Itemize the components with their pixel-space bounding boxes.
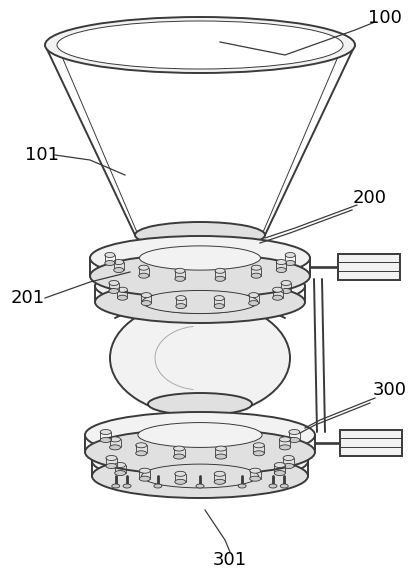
Ellipse shape bbox=[173, 446, 184, 451]
Ellipse shape bbox=[253, 442, 264, 448]
Ellipse shape bbox=[106, 455, 117, 461]
Ellipse shape bbox=[289, 430, 300, 434]
Ellipse shape bbox=[112, 484, 120, 488]
Ellipse shape bbox=[175, 268, 185, 273]
Ellipse shape bbox=[285, 261, 295, 265]
Ellipse shape bbox=[109, 437, 121, 442]
Ellipse shape bbox=[141, 301, 151, 305]
Ellipse shape bbox=[92, 439, 308, 483]
Ellipse shape bbox=[276, 259, 286, 265]
Ellipse shape bbox=[139, 265, 149, 270]
Text: 300: 300 bbox=[373, 381, 407, 399]
Text: 200: 200 bbox=[353, 189, 387, 207]
Ellipse shape bbox=[215, 454, 227, 459]
Ellipse shape bbox=[175, 276, 185, 282]
Ellipse shape bbox=[148, 393, 252, 415]
Ellipse shape bbox=[142, 464, 259, 488]
Ellipse shape bbox=[141, 293, 151, 297]
Ellipse shape bbox=[176, 296, 186, 301]
Ellipse shape bbox=[154, 484, 162, 488]
Ellipse shape bbox=[175, 471, 186, 476]
Ellipse shape bbox=[214, 471, 225, 476]
Text: 101: 101 bbox=[25, 146, 59, 164]
Ellipse shape bbox=[139, 273, 149, 278]
Ellipse shape bbox=[251, 273, 261, 278]
Ellipse shape bbox=[250, 468, 261, 473]
Ellipse shape bbox=[109, 289, 119, 293]
Ellipse shape bbox=[139, 468, 150, 473]
Ellipse shape bbox=[90, 254, 310, 298]
Ellipse shape bbox=[269, 484, 277, 488]
Ellipse shape bbox=[274, 470, 285, 476]
Ellipse shape bbox=[196, 484, 204, 488]
Ellipse shape bbox=[215, 268, 225, 273]
Ellipse shape bbox=[95, 281, 305, 323]
Ellipse shape bbox=[115, 462, 126, 468]
Ellipse shape bbox=[273, 287, 282, 292]
Ellipse shape bbox=[283, 455, 294, 461]
Text: 301: 301 bbox=[213, 551, 247, 569]
Text: 100: 100 bbox=[368, 9, 402, 27]
Ellipse shape bbox=[281, 289, 291, 293]
Ellipse shape bbox=[138, 423, 262, 447]
Ellipse shape bbox=[215, 446, 227, 451]
Ellipse shape bbox=[100, 437, 111, 442]
Ellipse shape bbox=[95, 265, 305, 307]
Ellipse shape bbox=[279, 445, 290, 450]
Ellipse shape bbox=[274, 462, 285, 468]
Ellipse shape bbox=[114, 268, 124, 272]
Ellipse shape bbox=[109, 445, 121, 450]
Ellipse shape bbox=[136, 442, 147, 448]
Ellipse shape bbox=[57, 21, 343, 69]
Ellipse shape bbox=[45, 17, 355, 73]
Ellipse shape bbox=[273, 295, 282, 300]
Ellipse shape bbox=[280, 484, 288, 488]
Ellipse shape bbox=[238, 484, 246, 488]
Ellipse shape bbox=[281, 280, 291, 286]
Ellipse shape bbox=[283, 463, 294, 469]
Ellipse shape bbox=[214, 304, 224, 308]
Polygon shape bbox=[338, 254, 400, 280]
Ellipse shape bbox=[85, 429, 315, 475]
Ellipse shape bbox=[140, 246, 261, 270]
Ellipse shape bbox=[105, 261, 115, 265]
Ellipse shape bbox=[148, 291, 252, 313]
Ellipse shape bbox=[279, 437, 290, 442]
Ellipse shape bbox=[110, 300, 290, 416]
Ellipse shape bbox=[109, 280, 119, 286]
Ellipse shape bbox=[136, 451, 147, 456]
Ellipse shape bbox=[106, 463, 117, 469]
Ellipse shape bbox=[276, 268, 286, 272]
Ellipse shape bbox=[135, 222, 265, 248]
Ellipse shape bbox=[285, 252, 295, 258]
Ellipse shape bbox=[142, 290, 258, 314]
Ellipse shape bbox=[175, 479, 186, 484]
Ellipse shape bbox=[114, 259, 124, 265]
Ellipse shape bbox=[90, 236, 310, 280]
Ellipse shape bbox=[251, 265, 261, 270]
Ellipse shape bbox=[123, 484, 131, 488]
Ellipse shape bbox=[214, 479, 225, 484]
Ellipse shape bbox=[253, 451, 264, 456]
Ellipse shape bbox=[289, 437, 300, 442]
Ellipse shape bbox=[215, 276, 225, 282]
Ellipse shape bbox=[176, 304, 186, 308]
Ellipse shape bbox=[100, 430, 111, 434]
Polygon shape bbox=[340, 430, 402, 456]
Ellipse shape bbox=[105, 252, 115, 258]
Ellipse shape bbox=[117, 287, 127, 292]
Ellipse shape bbox=[92, 454, 308, 498]
Ellipse shape bbox=[117, 295, 127, 300]
Ellipse shape bbox=[115, 470, 126, 476]
Ellipse shape bbox=[249, 301, 259, 305]
Ellipse shape bbox=[173, 454, 184, 459]
Ellipse shape bbox=[139, 476, 150, 481]
Ellipse shape bbox=[214, 296, 224, 301]
Ellipse shape bbox=[249, 293, 259, 297]
Ellipse shape bbox=[85, 412, 315, 458]
Ellipse shape bbox=[250, 476, 261, 481]
Text: 201: 201 bbox=[11, 289, 45, 307]
